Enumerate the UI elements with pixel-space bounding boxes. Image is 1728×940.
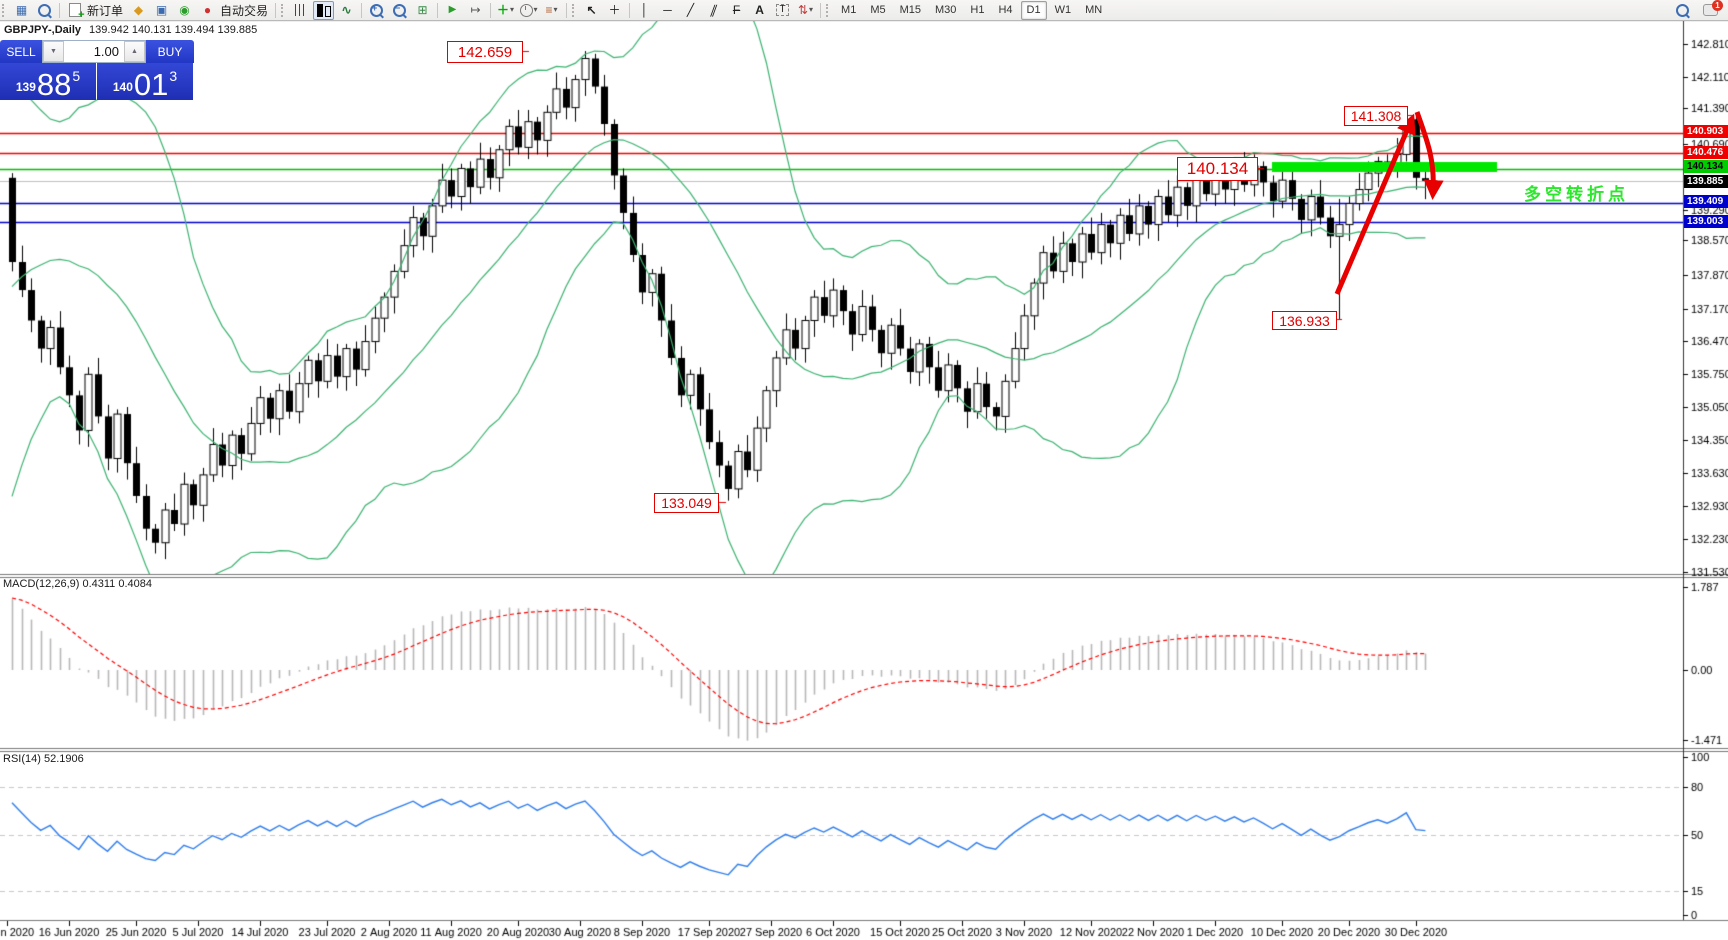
new-order-icon bbox=[68, 3, 85, 21]
timeframe-M30[interactable]: M30 bbox=[935, 4, 957, 16]
price-badge-140.903: 140.903 bbox=[1684, 125, 1728, 138]
new-chart-icon[interactable]: ▦ bbox=[15, 3, 28, 17]
profiles-icon[interactable] bbox=[34, 1, 55, 20]
periods-icon[interactable]: ▾ bbox=[518, 1, 539, 20]
symbol-ohlc: 139.942 140.131 139.494 139.885 bbox=[89, 24, 258, 36]
zoom-out-icon[interactable]: − bbox=[389, 1, 410, 20]
ask-prefix: 140 bbox=[112, 80, 133, 94]
line-styles-icon[interactable]: ≡ ▾ bbox=[545, 3, 558, 17]
timeframe-M1[interactable]: M1 bbox=[841, 4, 857, 16]
line-chart-icon[interactable]: ∿ bbox=[341, 3, 352, 17]
channel-icon[interactable]: ∥ bbox=[707, 3, 720, 17]
buy-button[interactable]: BUY bbox=[146, 40, 194, 63]
autotrading-button[interactable]: ● bbox=[197, 1, 218, 20]
price-callout-136.933[interactable]: 136.933 bbox=[1272, 311, 1337, 330]
cursor-icon[interactable]: ↖ bbox=[586, 3, 597, 17]
chat-icon[interactable]: 1 bbox=[1700, 0, 1723, 20]
text-label-icon[interactable]: T bbox=[772, 1, 793, 20]
bid-big-digits: 88 bbox=[36, 66, 72, 102]
volume-increase-button[interactable]: ▲ bbox=[124, 41, 145, 62]
ask-big-digits: 01 bbox=[133, 66, 169, 102]
autotrading-icon: ● bbox=[203, 3, 212, 17]
symbol-header: GBPJPY-,Daily 139.942 140.131 139.494 139… bbox=[4, 24, 257, 36]
notification-badge: 1 bbox=[1712, 0, 1723, 11]
timeframe-H4[interactable]: H4 bbox=[998, 4, 1013, 16]
zoom-in-icon[interactable]: + bbox=[366, 1, 387, 20]
indicators-icon[interactable]: ＋ ▾ bbox=[497, 3, 515, 17]
price-badge-139.885: 139.885 bbox=[1684, 175, 1728, 188]
price-callout-133.049[interactable]: 133.049 bbox=[654, 493, 719, 513]
signals-icon[interactable]: ◉ bbox=[179, 3, 190, 17]
bid-pip-digit: 5 bbox=[72, 68, 81, 84]
horizontal-line-icon[interactable]: ─ bbox=[663, 3, 672, 17]
timeframe-bar: M1 M5 M15 M30 H1 H4 D1 W1 MN bbox=[834, 0, 1109, 20]
toolbar-grip bbox=[2, 3, 7, 17]
symbol-name: GBPJPY-,Daily bbox=[4, 24, 82, 36]
volume-decrease-button[interactable]: ▼ bbox=[43, 41, 64, 62]
price-badge-140.476: 140.476 bbox=[1684, 146, 1728, 159]
bid-price-box[interactable]: 139 88 5 bbox=[0, 63, 96, 100]
text-icon[interactable]: A bbox=[755, 3, 764, 17]
rsi-label: RSI(14) 52.1906 bbox=[3, 753, 84, 765]
tile-windows-icon[interactable]: ⊞ bbox=[417, 3, 428, 17]
auto-scroll-icon[interactable]: ▶ bbox=[448, 4, 457, 15]
price-callout-140.134[interactable]: 140.134 bbox=[1177, 157, 1258, 181]
volume-stepper: ▼ 1.00 ▲ bbox=[42, 40, 146, 63]
timeframe-M15[interactable]: M15 bbox=[899, 4, 921, 16]
price-badge-139.003: 139.003 bbox=[1684, 215, 1728, 228]
timeframe-MN[interactable]: MN bbox=[1085, 4, 1103, 16]
arrows-icon[interactable]: ⇅ ▾ bbox=[797, 3, 814, 17]
sell-button[interactable]: SELL bbox=[0, 40, 42, 63]
bull-bear-pivot-note[interactable]: 多空转折点 bbox=[1524, 185, 1629, 204]
timeframe-M5[interactable]: M5 bbox=[870, 4, 886, 16]
timeframe-D1[interactable]: D1 bbox=[1020, 0, 1047, 20]
chart-shift-icon[interactable]: ↦ bbox=[470, 3, 481, 17]
one-click-trading-panel: SELL ▼ 1.00 ▲ BUY 139 88 5 140 01 3 bbox=[0, 40, 194, 100]
vertical-line-icon[interactable]: │ bbox=[640, 3, 649, 17]
bid-prefix: 139 bbox=[15, 80, 36, 94]
trendline-icon[interactable]: ╱ bbox=[686, 3, 695, 17]
autotrading-label[interactable]: 自动交易 bbox=[220, 3, 269, 18]
toolbar: ▦ 新订单 ◆ ▣ ◉ ● 自动交易 ∿ + − ⊞ ▶ ↦ ＋▾ ▾ ≡▾ ↖… bbox=[0, 0, 1728, 21]
candle-chart-icon[interactable] bbox=[313, 0, 335, 20]
bar-chart-icon[interactable] bbox=[290, 1, 311, 20]
fibonacci-icon[interactable]: F bbox=[732, 3, 741, 17]
timeframe-W1[interactable]: W1 bbox=[1054, 4, 1072, 16]
price-callout-141.308[interactable]: 141.308 bbox=[1344, 106, 1408, 126]
price-badge-140.134: 140.134 bbox=[1684, 160, 1728, 173]
terminal-icon[interactable]: ▣ bbox=[155, 3, 168, 17]
macd-label: MACD(12,26,9) 0.4311 0.4084 bbox=[3, 578, 152, 590]
price-callout-142.659[interactable]: 142.659 bbox=[447, 41, 523, 63]
price-badge-139.409: 139.409 bbox=[1684, 195, 1728, 208]
metaeditor-icon[interactable]: ◆ bbox=[133, 3, 144, 17]
ask-price-box[interactable]: 140 01 3 bbox=[97, 63, 193, 100]
ask-pip-digit: 3 bbox=[169, 68, 178, 84]
crosshair-icon[interactable]: ＋ bbox=[608, 3, 621, 17]
new-order-label[interactable]: 新订单 bbox=[87, 3, 124, 18]
timeframe-H1[interactable]: H1 bbox=[970, 4, 985, 16]
new-order-button[interactable] bbox=[64, 1, 85, 21]
search-icon[interactable] bbox=[1672, 1, 1693, 20]
volume-value[interactable]: 1.00 bbox=[93, 44, 119, 59]
